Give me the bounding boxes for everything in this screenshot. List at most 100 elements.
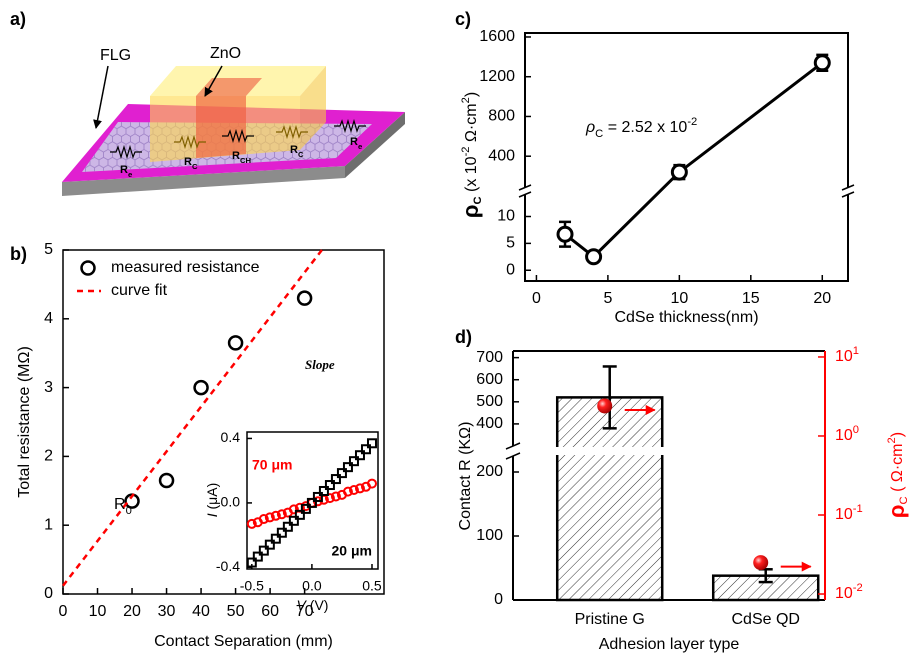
series-label: 20 μm [332, 543, 372, 559]
y-axis-label-part: C [472, 196, 484, 204]
marker-sphere [753, 555, 769, 571]
marker-square [282, 521, 293, 532]
x-tick-label: 20 [813, 290, 831, 307]
marker-circle [813, 54, 831, 72]
resistor-label-part: C [298, 150, 304, 159]
x-tick-label: 10 [670, 290, 688, 307]
axis-break [841, 184, 855, 191]
marker-square [348, 456, 359, 467]
resistor-label: Re [350, 136, 363, 151]
y-tick-label: 10 [497, 208, 515, 225]
y-axis-label: ρC (x 10-2 Ω·cm2) [458, 92, 484, 218]
resistor-label-part: CH [240, 156, 252, 165]
marker-square [288, 515, 299, 526]
x-tick-label: 10 [89, 603, 107, 620]
marker-square [312, 491, 323, 502]
legend-label: measured resistance [111, 259, 260, 276]
marker-square [300, 503, 311, 514]
y-tick-label: 10-2 [835, 582, 863, 602]
marker-circle [324, 493, 335, 504]
marker-square [354, 450, 365, 461]
y-tick-label: 700 [476, 349, 503, 366]
marker-circle [276, 509, 287, 520]
marker-square [366, 438, 377, 449]
y-axis-label-part: ρ [458, 205, 483, 219]
marker-square [342, 462, 353, 473]
x-tick-label: 15 [742, 290, 760, 307]
marker-square [324, 480, 335, 491]
y-tick-label: 1 [44, 516, 53, 533]
marker-circle [348, 485, 359, 496]
resistor-label-part: C [192, 162, 198, 171]
marker-square [294, 509, 305, 520]
y2-axis-label-part: ) [889, 432, 906, 437]
panel-label: a) [10, 9, 26, 29]
y-tick-label: 400 [488, 147, 515, 164]
resistor-ch [222, 128, 254, 144]
x-tick-label: 30 [158, 603, 176, 620]
y-tick-label: 10-1 [835, 503, 863, 523]
y-tick-label: 0 [44, 585, 53, 602]
resistor-label-part: R [232, 150, 240, 162]
resistor-label-part: e [128, 170, 133, 179]
data-line [564, 61, 824, 259]
x-tick-label: 0.0 [302, 578, 322, 594]
y-tick-label: 400 [476, 415, 503, 432]
annotation: R0 [114, 496, 132, 517]
axis-break-gap [507, 447, 831, 455]
marker-circle [246, 518, 257, 529]
marker-circle [227, 335, 244, 351]
tick-exponent: 1 [853, 345, 859, 357]
y-axis-label-part: Ω·cm [463, 103, 480, 146]
annotation-part: C [595, 128, 603, 140]
series-label: 70 μm [252, 457, 292, 473]
x-tick-label: 40 [192, 603, 210, 620]
flg-label: FLG [100, 47, 131, 64]
resistor-e [110, 144, 142, 160]
tick-exponent: -2 [853, 582, 863, 594]
legend-label: curve fit [111, 282, 168, 299]
zno-side [300, 66, 326, 150]
resistor-label: Re [120, 164, 133, 179]
panel-b: 0 10 20 30 40 50 60 70 0 1 2 3 4 5 b) Contact Separatio… [10, 241, 385, 650]
y-axis-label: Total resistance (MΩ) [16, 346, 33, 498]
zno-label: ZnO [210, 45, 241, 62]
legend-marker [80, 260, 96, 276]
y-tick-label: 5 [506, 235, 515, 252]
inset-x-label-part: (V) [306, 597, 329, 613]
marker-square [318, 485, 329, 496]
x-tick-label: 70 [296, 603, 314, 620]
y2-axis-label-part: ρ [884, 504, 909, 518]
resistor-label-part: R [120, 164, 128, 176]
marker-square [264, 539, 275, 550]
marker-circle [556, 225, 574, 243]
resistor-label-part: e [358, 142, 363, 151]
marker-circle [330, 491, 341, 502]
y-tick-label: 500 [476, 393, 503, 410]
channel-region [196, 96, 246, 158]
marker-circle [585, 248, 603, 266]
fit-line [62, 249, 323, 587]
axis-break [505, 442, 521, 450]
marker-circle [270, 510, 281, 521]
y-axis-label-part: ) [463, 92, 480, 97]
y-tick-label: 0 [494, 591, 503, 608]
marker-circle [670, 163, 688, 181]
axis-break [518, 184, 532, 191]
device-schematic [62, 65, 405, 196]
marker-square [246, 557, 257, 568]
annotation-part: = 2.52 x 10 [603, 119, 687, 136]
inset-x-label-part: V [297, 597, 308, 613]
annotation-part: 0 [126, 505, 132, 517]
y-tick-label: 2 [44, 448, 53, 465]
annotation: Slope [305, 357, 335, 372]
resistor-label: RC [184, 156, 198, 171]
panel-label: d) [455, 327, 472, 347]
inset-y-label: I (μA) [204, 483, 220, 518]
tick-exponent: -1 [853, 503, 863, 515]
axis-break [505, 452, 521, 460]
y-tick-label: 3 [44, 379, 53, 396]
resistor-e [334, 118, 366, 134]
x-axis-label: Adhesion layer type [599, 636, 740, 653]
